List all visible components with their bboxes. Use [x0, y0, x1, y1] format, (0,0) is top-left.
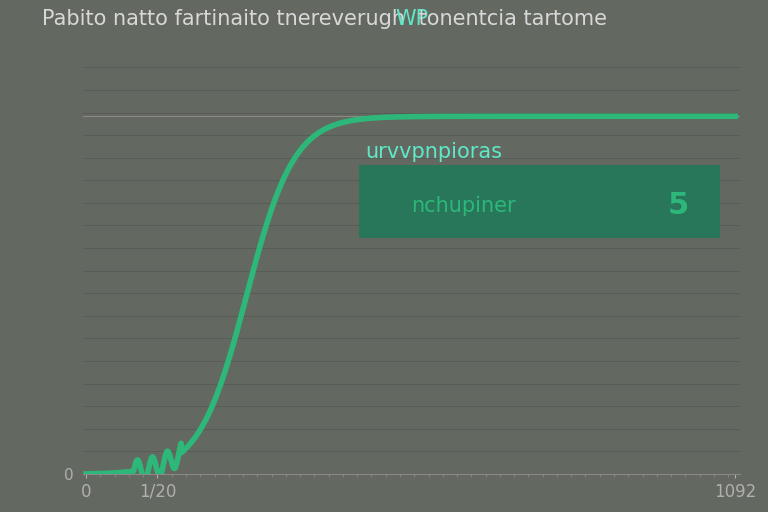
Text: WP: WP: [395, 9, 429, 29]
Text: nchupiner: nchupiner: [412, 196, 516, 216]
Text: urvvpnpioras: urvvpnpioras: [366, 142, 502, 162]
Text: Pabito natto fartinaito tnereverugh: Pabito natto fartinaito tnereverugh: [42, 9, 412, 29]
Text: tonentcia tartome: tonentcia tartome: [412, 9, 607, 29]
Text: 5: 5: [668, 191, 689, 220]
FancyBboxPatch shape: [359, 165, 720, 238]
